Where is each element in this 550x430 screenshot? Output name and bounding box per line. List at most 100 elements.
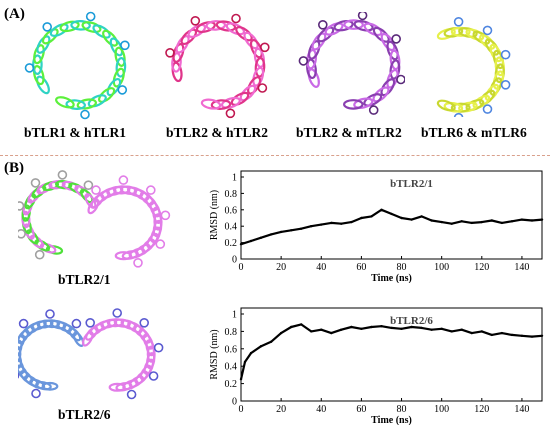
helix-coil: [83, 180, 94, 191]
helix-coil: [85, 317, 95, 328]
ribbon-segment: [200, 98, 222, 110]
data-point: [450, 330, 453, 333]
helix-coil: [453, 17, 464, 27]
helix-coil: [155, 239, 166, 249]
helix-coil: [80, 109, 90, 120]
data-point: [490, 219, 493, 222]
helix-coil: [165, 47, 175, 58]
data-point: [360, 327, 363, 330]
y-tick-label: 0.2: [225, 238, 238, 249]
helix-coil: [85, 11, 96, 22]
ribbon-segment: [450, 26, 471, 37]
data-point: [520, 334, 524, 337]
ribbon-segment: [230, 91, 250, 106]
ribbon-segment: [119, 185, 138, 195]
ribbon-segment: [317, 26, 335, 43]
ribbon-segment: [363, 93, 383, 107]
helix-coil: [298, 56, 309, 66]
ribbon-segment: [18, 339, 23, 357]
ribbon-segment: [143, 358, 155, 375]
ribbon-segment: [120, 319, 138, 330]
data-point: [440, 327, 443, 330]
helix-coil: [117, 85, 128, 95]
helix-coil: [24, 63, 35, 73]
data-point: [410, 218, 413, 221]
data-point: [269, 340, 273, 343]
data-point: [520, 218, 524, 221]
data-point: [269, 233, 273, 236]
helix-coil: [112, 308, 122, 318]
data-point: [300, 323, 303, 326]
data-point: [410, 325, 413, 329]
y-tick-label: 1: [232, 310, 237, 321]
data-point: [490, 333, 493, 337]
ribbon-segment: [458, 27, 478, 38]
ribbon-segment: [41, 381, 59, 391]
x-axis-label: Time (ns): [371, 273, 412, 283]
ribbon-segment: [353, 97, 374, 109]
ribbon-segment: [22, 198, 33, 216]
helix-coil: [225, 108, 236, 119]
helix-coil: [317, 20, 328, 30]
data-point: [420, 326, 423, 330]
chart-title: bTLR2/6: [390, 315, 433, 327]
helix-coil: [396, 74, 405, 85]
ribbon-segment: [113, 185, 131, 195]
data-point: [540, 218, 544, 221]
x-tick-label: 20: [276, 404, 286, 415]
ribbon-segment: [27, 188, 41, 204]
ribbon-segment: [31, 185, 47, 199]
helix-coil: [34, 249, 45, 260]
helix-coil: [146, 185, 156, 195]
data-point: [380, 325, 383, 328]
x-tick-label: 100: [434, 262, 449, 273]
ribbon-segment: [87, 198, 100, 215]
y-tick-label: 0.4: [225, 362, 238, 373]
data-point: [320, 223, 323, 226]
y-axis-label: RMSD (nm): [209, 329, 220, 379]
y-tick-label: 1: [232, 173, 237, 184]
data-point: [390, 326, 393, 330]
data-point: [340, 222, 343, 225]
ribbon-segment: [141, 238, 156, 253]
data-point: [259, 236, 263, 239]
helix-coil: [190, 16, 201, 26]
y-axis-label: RMSD (nm): [209, 190, 220, 240]
ribbon-segment: [24, 193, 37, 210]
ribbon-segment: [150, 226, 162, 244]
x-tick-label: 40: [316, 262, 326, 273]
ribbon-segment: [18, 358, 25, 375]
data-point: [500, 331, 504, 335]
data-point: [370, 325, 373, 329]
ribbon-segment: [465, 28, 485, 41]
ribbon-segment: [152, 206, 163, 224]
helix-coil: [500, 80, 511, 90]
ribbon-segment: [363, 22, 383, 37]
ribbon-segment: [115, 57, 127, 78]
helix-coil: [133, 258, 143, 268]
ribbon-segment: [146, 232, 159, 249]
ribbon-segment: [343, 99, 364, 110]
ribbon-segment: [465, 98, 485, 112]
ribbon-segment: [450, 102, 471, 113]
structure-label-btlr2-htlr2: bTLR2 & hTLR2: [166, 125, 269, 140]
ribbon-segment: [152, 219, 163, 238]
ribbon-segment: [180, 28, 198, 46]
ribbon-segment: [112, 67, 125, 88]
ribbon-segment: [149, 201, 161, 218]
panel-divider: [0, 155, 550, 156]
ribbon-segment: [18, 329, 30, 345]
data-point: [239, 378, 243, 381]
ribbon-segment: [145, 195, 158, 212]
rmsd-series-line-btlr2-6: [239, 323, 543, 380]
ribbon-segment: [48, 180, 66, 190]
ribbon-segment: [389, 49, 401, 71]
helix-coil: [500, 49, 511, 60]
data-point: [530, 219, 534, 222]
ribbon-segment: [36, 182, 53, 195]
ribbon-segment: [243, 31, 259, 50]
x-tick-label: 80: [397, 404, 407, 415]
data-point: [279, 230, 283, 234]
helix-coil: [160, 210, 171, 221]
helix-coil: [453, 112, 464, 117]
